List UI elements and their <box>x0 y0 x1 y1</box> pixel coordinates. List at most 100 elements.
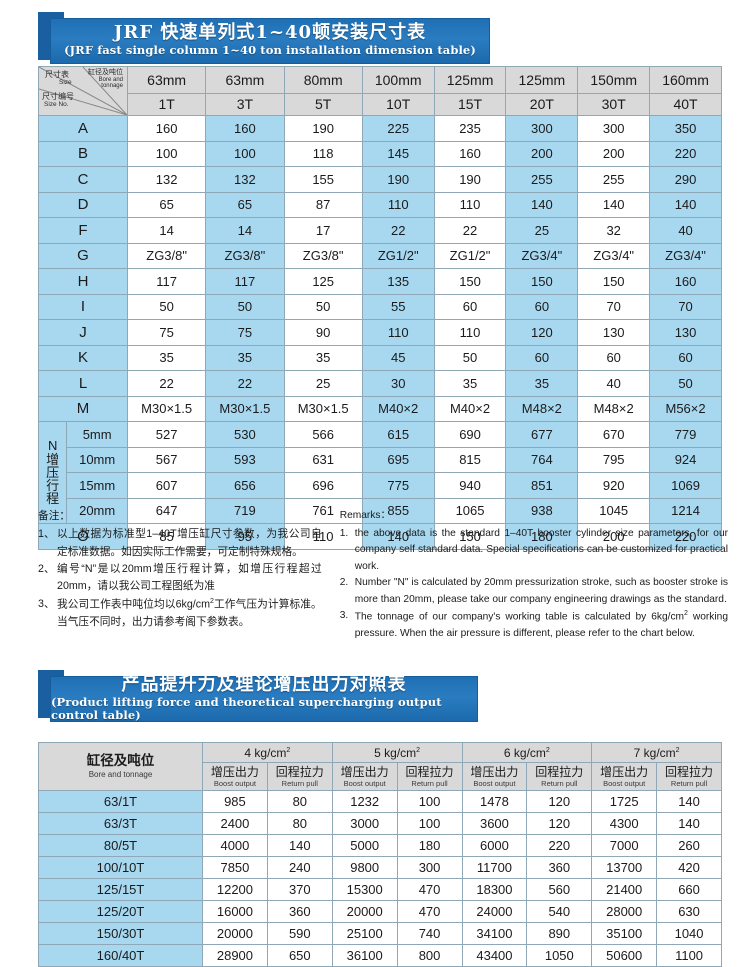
row-label-bore: 125/15T <box>38 878 203 901</box>
data-cell: 150 <box>505 268 579 295</box>
data-cell: 851 <box>505 472 579 499</box>
sub-header-boost: 增压出力 Boost output <box>591 762 658 791</box>
pressure-header: 6 kg/cm2 <box>461 742 593 763</box>
tonnage-header-cell: 1T <box>126 92 207 117</box>
data-cell: 16000 <box>202 900 268 923</box>
remark-text: 以上数据为标准型1–40T增压缸尺寸参数，为我公司自定标准数据。如因实际工作需要… <box>57 528 322 558</box>
data-cell: 220 <box>649 140 722 167</box>
n-stroke-label: 10mm <box>66 446 128 473</box>
row-label: B <box>38 140 128 167</box>
data-cell: 260 <box>656 834 722 857</box>
data-cell: 795 <box>577 446 651 473</box>
data-cell: 14 <box>205 217 285 244</box>
data-cell: 180 <box>505 523 579 550</box>
n-label-char: N <box>47 438 58 454</box>
data-cell: 5000 <box>331 834 398 857</box>
table-row: K 35 35 35 45 50 60 60 60 <box>38 344 722 371</box>
banner-title-en: (JRF fast single column 1~40 ton install… <box>64 43 476 58</box>
data-cell: ZG1/2" <box>433 242 507 269</box>
data-cell: 235 <box>433 115 507 142</box>
data-cell: 75 <box>205 319 285 346</box>
data-cell: 470 <box>396 878 463 901</box>
data-cell: 630 <box>656 900 722 923</box>
data-cell: 95 <box>205 523 285 550</box>
corner-bore-en-line1: Bore and <box>98 77 123 83</box>
data-cell: 55 <box>361 293 435 320</box>
data-cell: 135 <box>361 268 435 295</box>
data-cell: 360 <box>266 900 333 923</box>
data-cell: 70 <box>577 293 651 320</box>
data-cell: ZG3/4" <box>505 242 579 269</box>
remark-number: 3、 <box>38 597 55 610</box>
table2-header-row-sub: 增压出力 Boost output 回程拉力 Return pull 增压出力 Boo… <box>39 762 722 791</box>
data-cell: 21400 <box>591 878 658 901</box>
data-cell: 200 <box>577 523 651 550</box>
data-cell: 3600 <box>461 812 528 835</box>
sub-header-return: 回程拉力 Return pull <box>266 762 333 791</box>
installation-dimension-table: 尺寸表 Size 缸径及吨位 Bore and tonnage 尺寸编号 Siz… <box>37 66 722 550</box>
remark-number: 3. <box>339 610 349 622</box>
bore-header-cell: 63mm <box>126 66 207 94</box>
data-cell: 140 <box>266 834 333 857</box>
row-label: I <box>38 293 128 320</box>
remarks-cn-title: 备注： <box>38 510 71 522</box>
data-cell: 740 <box>396 922 463 945</box>
data-cell: 607 <box>126 472 207 499</box>
row-label-bore: 150/30T <box>38 922 203 945</box>
row-label-bore: 100/10T <box>38 856 203 879</box>
row-label: J <box>38 319 128 346</box>
data-cell: 160 <box>126 115 207 142</box>
sub-header-return: 回程拉力 Return pull <box>396 762 463 791</box>
data-cell: 1232 <box>331 790 398 813</box>
banner-title-cn: 产品提升力及理论增压出力对照表 <box>121 673 407 695</box>
data-cell: 40 <box>649 217 722 244</box>
data-cell: ZG3/8" <box>126 242 207 269</box>
bore-header-cell: 80mm <box>283 66 363 94</box>
data-cell: 18300 <box>461 878 528 901</box>
data-cell: 50 <box>649 370 722 397</box>
table-row: 80/5T 4000 140 5000 180 6000 220 7000 260 <box>38 834 722 857</box>
data-cell: 87 <box>283 191 363 218</box>
data-cell: 350 <box>649 115 722 142</box>
row-label: H <box>38 268 128 295</box>
data-cell: 7850 <box>202 856 268 879</box>
row-label: F <box>38 217 128 244</box>
data-cell: 32 <box>577 217 651 244</box>
data-cell: 35 <box>283 344 363 371</box>
remark-text: The tonnage of our company's working tab… <box>354 610 728 639</box>
data-cell: 290 <box>649 166 722 193</box>
n-group-vertical-label: N 增 压 行 程 <box>37 421 68 524</box>
pressure-header: 7 kg/cm2 <box>591 742 722 763</box>
bore-header-cell: 125mm <box>433 66 507 94</box>
remarks-section: 备注： 1、 以上数据为标准型1–40T增压缸尺寸参数，为我公司自定标准数据。如… <box>38 508 728 643</box>
data-cell: 660 <box>656 878 722 901</box>
remark-text: 编号“N”是以20mm增压行程计算，如增压行程超过20mm，请以我公司工程图纸为… <box>57 562 322 593</box>
data-cell: 25100 <box>331 922 398 945</box>
data-cell: 80 <box>266 790 333 813</box>
banner-body: 产品提升力及理论增压出力对照表 (Product lifting force a… <box>50 673 478 722</box>
data-cell: M56×2 <box>649 395 722 422</box>
table-row: G ZG3/8" ZG3/8" ZG3/8" ZG1/2" ZG1/2" ZG3/4" ZG3… <box>38 242 722 269</box>
sub-header-boost: 增压出力 Boost output <box>331 762 398 791</box>
data-cell: 125 <box>283 268 363 295</box>
corner-size-no-en: Size No. <box>44 101 69 108</box>
data-cell: 60 <box>577 344 651 371</box>
data-cell: 160 <box>205 115 285 142</box>
n-label-char: 行 <box>46 478 60 494</box>
table-row: 63/3T 2400 80 3000 100 3600 120 4300 140 <box>38 812 722 835</box>
data-cell: 631 <box>283 446 363 473</box>
data-cell: 300 <box>396 856 463 879</box>
row-label-bore: 63/3T <box>38 812 203 835</box>
table-row: B 100 100 118 145 160 200 200 220 <box>38 140 722 167</box>
supercharging-output-table: 缸径及吨位 Bore and tonnage 4 kg/cm2 5 kg/cm2… <box>38 742 722 967</box>
data-cell: 225 <box>361 115 435 142</box>
data-cell: 764 <box>505 446 579 473</box>
data-cell: M30×1.5 <box>283 395 363 422</box>
data-cell: 150 <box>433 268 507 295</box>
banner-body: JRF 快速单列式1~40顿安装尺寸表 (JRF fast single col… <box>50 18 490 64</box>
sub-header-en: Boost output <box>213 779 256 789</box>
sub-header-boost: 增压出力 Boost output <box>461 762 528 791</box>
bore-header-cell: 160mm <box>649 66 722 94</box>
data-cell: 110 <box>361 191 435 218</box>
data-cell: 22 <box>126 370 207 397</box>
